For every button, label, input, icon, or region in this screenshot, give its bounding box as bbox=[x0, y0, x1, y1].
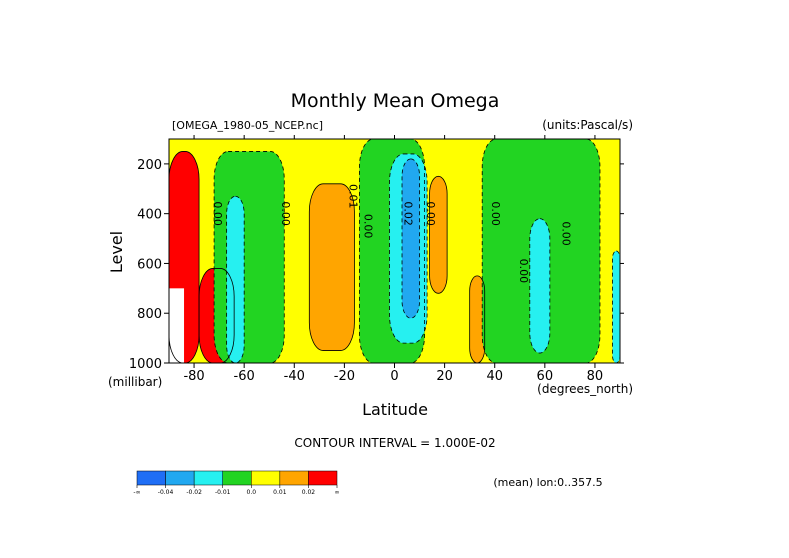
colorbar-swatch bbox=[222, 470, 252, 486]
contour-line bbox=[401, 158, 420, 319]
x-tick-label: 0 bbox=[390, 369, 398, 384]
contour-label: 0.00 bbox=[517, 259, 530, 284]
contour-interval-text: CONTOUR INTERVAL = 1.000E-02 bbox=[294, 436, 495, 450]
colorbar-swatch bbox=[308, 470, 338, 486]
plot-area bbox=[169, 139, 620, 363]
contour-label: 0.00 bbox=[361, 214, 374, 239]
x-tick-label: 20 bbox=[436, 369, 453, 384]
colorbar-label: ∞ bbox=[335, 489, 340, 496]
contour-region-negative-mid bbox=[612, 251, 620, 363]
y-axis-units: (millibar) bbox=[108, 375, 162, 389]
colorbar-swatch bbox=[193, 470, 223, 486]
contour-line bbox=[469, 275, 486, 363]
x-tick-label: 40 bbox=[486, 369, 503, 384]
contour-line bbox=[169, 151, 200, 363]
contour-line bbox=[529, 218, 551, 354]
contour-label: 0.02 bbox=[402, 201, 415, 226]
footer-lon-text: (mean) lon:0..357.5 bbox=[493, 476, 602, 489]
x-tick-label: 80 bbox=[587, 369, 604, 384]
contour-region-positive-mid bbox=[469, 275, 485, 363]
contour-region-negative-mid bbox=[529, 218, 550, 354]
contour-region-missing bbox=[169, 288, 185, 363]
x-tick-label: -60 bbox=[234, 369, 255, 384]
contour-line bbox=[429, 175, 448, 294]
contour-labels: 0.00 0.000.010.000.02 0.00 0.000.000.00 bbox=[211, 184, 572, 283]
subtitle-right: (units:Pascal/s) bbox=[542, 118, 633, 132]
x-axis: -80 -60 -40 -20 0 20 40 60 80 bbox=[183, 135, 603, 384]
contour-line bbox=[481, 139, 601, 363]
contour-label: 0.00 bbox=[424, 201, 437, 226]
colorbar-label: 0.01 bbox=[273, 489, 287, 496]
contour-region-positive-mid bbox=[429, 176, 448, 294]
y-axis-label: Level bbox=[107, 231, 126, 273]
x-tick-label: 60 bbox=[537, 369, 554, 384]
contour-label: 0.01 bbox=[346, 184, 359, 209]
contour-line bbox=[308, 183, 355, 351]
colorbar-label: -0.01 bbox=[215, 489, 231, 496]
colorbar-swatch bbox=[279, 470, 309, 486]
chart-title: Monthly Mean Omega bbox=[291, 90, 500, 112]
subtitle-left: [OMEGA_1980-05_NCEP.nc] bbox=[172, 119, 323, 132]
x-tick-label: -20 bbox=[334, 369, 355, 384]
x-axis-units: (degrees_north) bbox=[537, 382, 633, 396]
contour-line bbox=[226, 195, 245, 363]
y-tick-label: 200 bbox=[137, 158, 162, 173]
colorbar-label: -0.04 bbox=[158, 489, 174, 496]
contour-region-negative-strong bbox=[402, 158, 420, 319]
contour-region-negative-weak bbox=[214, 151, 285, 363]
x-axis-label: Latitude bbox=[362, 400, 428, 419]
y-axis: 200 400 600 800 1000 bbox=[129, 158, 624, 372]
y-tick-label: 400 bbox=[137, 208, 162, 223]
contour-label: 0.00 bbox=[489, 201, 502, 226]
colorbar-label: -∞ bbox=[133, 489, 140, 496]
colorbar-swatch bbox=[136, 470, 166, 486]
contour-line bbox=[213, 151, 285, 363]
y-tick-label: 600 bbox=[137, 257, 162, 272]
colorbar-label: 0.02 bbox=[302, 489, 316, 496]
contour-line-layer bbox=[169, 139, 620, 363]
contour-region-positive-mid bbox=[309, 183, 355, 351]
colorbar-label: 0.0 bbox=[247, 489, 257, 496]
x-tick-label: -40 bbox=[284, 369, 305, 384]
colorbar: -∞ -0.04 -0.02 -0.01 0.0 0.01 0.02 ∞ bbox=[133, 470, 340, 496]
contour-region-negative-mid bbox=[226, 196, 245, 363]
contour-label: 0.00 bbox=[559, 221, 572, 246]
colorbar-label: -0.02 bbox=[186, 489, 202, 496]
colorbar-swatch bbox=[251, 470, 281, 486]
contour-label: 0.00 bbox=[279, 201, 292, 226]
colorbar-swatch bbox=[165, 470, 195, 486]
y-tick-label: 1000 bbox=[129, 357, 162, 372]
y-tick-label: 800 bbox=[137, 307, 162, 322]
contour-label: 0.00 bbox=[211, 201, 224, 226]
contour-line bbox=[612, 250, 620, 363]
contour-fill-layer bbox=[169, 139, 620, 363]
contour-line bbox=[359, 139, 425, 363]
x-tick-label: -80 bbox=[183, 369, 204, 384]
